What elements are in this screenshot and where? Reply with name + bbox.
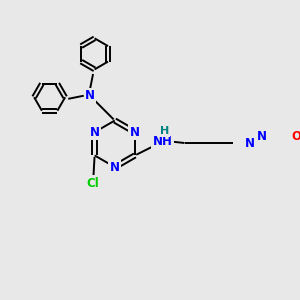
Text: N: N [245, 136, 255, 149]
Text: H: H [160, 126, 169, 136]
Text: O: O [291, 130, 300, 143]
Text: N: N [257, 130, 267, 143]
Text: N: N [130, 126, 140, 139]
Text: Cl: Cl [87, 177, 99, 190]
Text: N: N [90, 126, 100, 139]
Text: N: N [85, 89, 95, 102]
Text: NH: NH [153, 135, 173, 148]
Text: N: N [110, 160, 120, 174]
